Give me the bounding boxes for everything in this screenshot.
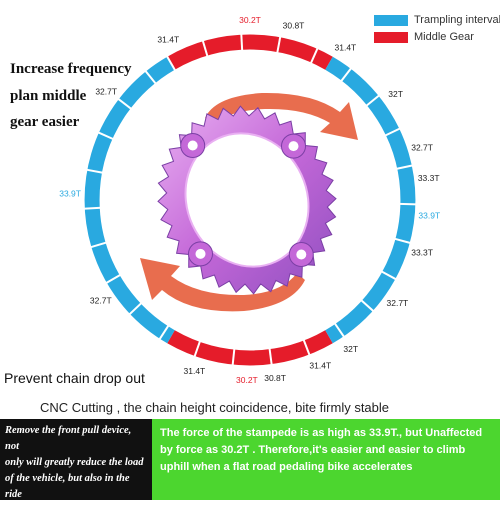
legend-item-middle-gear: Middle Gear	[374, 31, 474, 43]
ring-tooth-label: 31.4T	[335, 42, 357, 52]
ring-tooth-label: 32T	[343, 344, 358, 354]
subtitle-cnc-cutting: CNC Cutting , the chain height coinciden…	[40, 400, 389, 415]
ring-tooth-label: 32T	[388, 89, 403, 99]
ring-divider	[241, 33, 242, 51]
legend-label: Trampling interval	[414, 14, 500, 26]
bolt-hole-icon	[289, 141, 299, 151]
ring-tooth-label: 33.3T	[418, 173, 440, 183]
ring-tooth-label: 31.4T	[157, 35, 179, 45]
ring-tooth-label: 31.4T	[184, 366, 206, 376]
panel-left-line: will not fall off the chain	[5, 503, 147, 519]
panel-remove-front-pull: Remove the front pull device, not only w…	[0, 419, 152, 500]
ring-tooth-label: 32.7T	[387, 298, 409, 308]
panel-left-line: of the vehicle, but also in the ride	[5, 471, 147, 503]
ring-segment-middle-gear	[171, 42, 329, 63]
heading-line-2: plan middle	[10, 89, 86, 104]
ring-tooth-label: 32.7T	[95, 87, 117, 97]
ring-tooth-label: 30.2T	[239, 15, 261, 25]
ring-tooth-label: 33.3T	[411, 248, 433, 258]
heading-line-3: gear easier	[10, 115, 79, 130]
panel-right-line: The force of the stampede is as high as …	[160, 425, 492, 442]
bolt-hole-icon	[196, 249, 206, 259]
ring-tooth-label: 31.4T	[309, 361, 331, 371]
bolt-hole-icon	[188, 141, 198, 151]
panel-force-stampede: The force of the stampede is as high as …	[152, 419, 500, 500]
caption-prevent-chain-drop: Prevent chain drop out	[4, 370, 145, 386]
panel-right-line: by force as 30.2T . Therefore,it's easie…	[160, 442, 492, 459]
legend-item-trampling: Trampling interval	[374, 14, 500, 26]
ring-tooth-label: 30.8T	[264, 373, 286, 383]
chainring-icon	[158, 106, 336, 294]
panel-left-line: only will greatly reduce the load	[5, 455, 147, 471]
heading-line-1: Increase frequency	[10, 62, 132, 77]
bolt-hole-icon	[296, 250, 306, 260]
legend-label: Middle Gear	[414, 31, 474, 43]
ring-tooth-label: 32.7T	[90, 296, 112, 306]
legend-swatch-blue	[374, 15, 408, 26]
ring-tooth-label: 32.7T	[411, 142, 433, 152]
legend-swatch-red	[374, 32, 408, 43]
ring-tooth-label: 30.2T	[236, 375, 258, 385]
ring-tooth-label: 30.8T	[283, 20, 305, 30]
ring-tooth-label: 33.9T	[59, 189, 81, 199]
ring-tooth-label: 33.9T	[418, 211, 440, 221]
ring-divider	[83, 208, 101, 209]
panel-right-line: uphill when a flat road pedaling bike ac…	[160, 459, 492, 476]
panel-left-line: Remove the front pull device, not	[5, 423, 147, 455]
